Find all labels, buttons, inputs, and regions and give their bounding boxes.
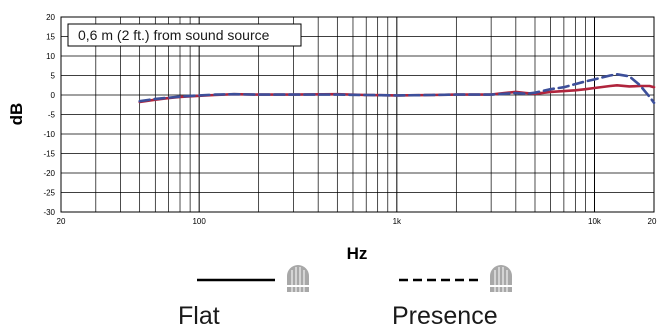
legend-presence-label: Presence bbox=[392, 302, 498, 330]
microphone-flat-icon bbox=[287, 265, 309, 292]
y-tick-label: -10 bbox=[43, 130, 55, 139]
x-axis-label: Hz bbox=[347, 244, 368, 263]
legend-flat-label: Flat bbox=[178, 302, 220, 330]
x-tick-label: 20k bbox=[648, 217, 657, 226]
y-tick-label: -30 bbox=[43, 208, 55, 217]
x-tick-label: 1k bbox=[393, 217, 402, 226]
annotation-box: 0,6 m (2 ft.) from sound source bbox=[67, 23, 302, 47]
y-tick-label: 10 bbox=[46, 52, 55, 61]
series-line-flat bbox=[138, 84, 656, 104]
y-tick-labels: 20 15 10 5 0 -5 -10 -15 -20 -25 -30 bbox=[43, 13, 55, 217]
x-tick-label: 10k bbox=[588, 217, 602, 226]
y-axis-label: dB bbox=[7, 103, 26, 126]
annotation-text: 0,6 m (2 ft.) from sound source bbox=[78, 27, 270, 43]
series-line-presence bbox=[138, 73, 656, 105]
y-tick-label: -25 bbox=[43, 189, 55, 198]
x-tick-label: 100 bbox=[192, 217, 206, 226]
y-tick-label: -20 bbox=[43, 169, 55, 178]
y-tick-label: -15 bbox=[43, 150, 55, 159]
y-tick-label: 15 bbox=[46, 33, 55, 42]
microphone-presence-icon bbox=[490, 265, 512, 292]
y-tick-label: 20 bbox=[46, 13, 55, 22]
y-tick-label: 0 bbox=[51, 91, 56, 100]
plot-border bbox=[60, 16, 655, 213]
y-tick-label: -5 bbox=[48, 111, 56, 120]
x-tick-label: 20 bbox=[57, 217, 66, 226]
series-layer bbox=[138, 73, 656, 105]
x-tick-labels: 20 100 1k 10k 20k bbox=[57, 217, 657, 226]
y-tick-label: 5 bbox=[51, 72, 56, 81]
